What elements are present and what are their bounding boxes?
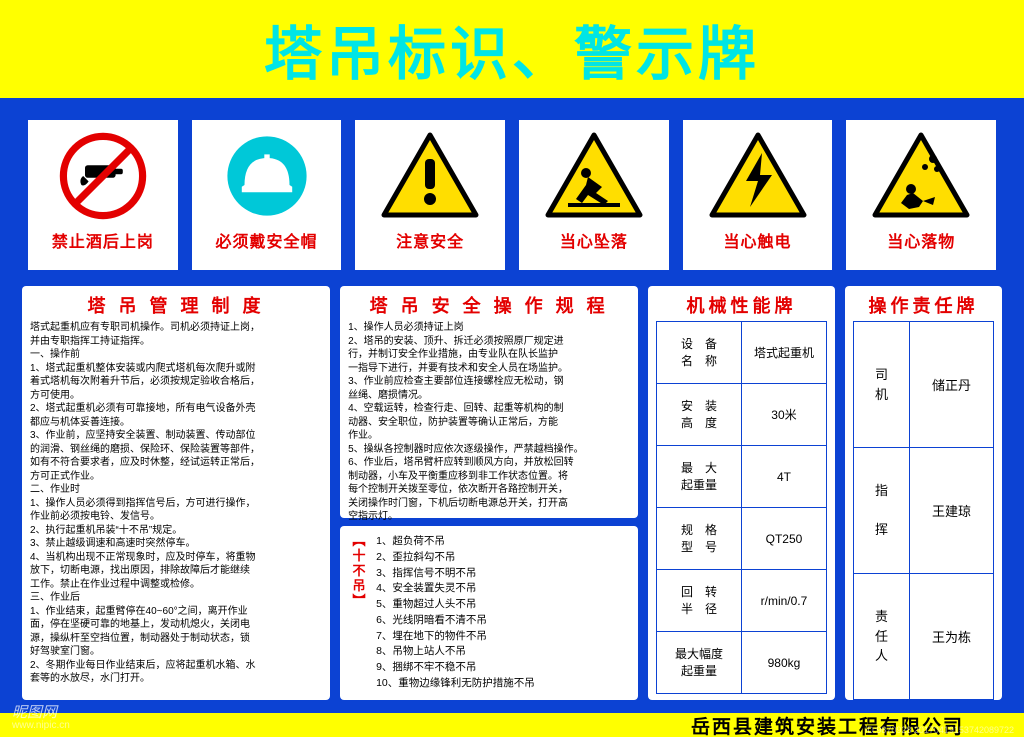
sign-label: 当心坠落 [560, 228, 628, 252]
helmet-icon [194, 126, 340, 226]
sign-label: 当心触电 [724, 228, 792, 252]
sign-prohibit-alcohol: 禁止酒后上岗 [28, 120, 178, 270]
panel-title: 机械性能牌 [656, 292, 827, 318]
sign-warn-safety: 注意安全 [355, 120, 505, 270]
meta-id: ID:9870928 20170419153742089722 [865, 725, 1014, 735]
panel-body: 塔式起重机应有专职司机操作。司机必须持证上岗，并由专职指挥工持证指挥。一、操作前… [30, 321, 322, 686]
electric-icon [685, 126, 831, 226]
ten-no-lift-list: 1、超负荷不吊2、歪拉斜勾不吊3、指挥信号不明不吊4、安全装置失灵不吊5、重物超… [370, 532, 630, 694]
ten-no-lift-label: ︻十不吊︼ [348, 532, 370, 694]
specs-table: 设 备名 称塔式起重机安 装高 度30米最 大起重量4T规 格型 号QT250回… [656, 321, 827, 694]
sign-label: 必须戴安全帽 [216, 228, 318, 252]
watermark-main: 昵图网 [12, 704, 57, 721]
fall-icon [521, 126, 667, 226]
panel-body: 1、操作人员必须持证上岗2、塔吊的安装、顶升、拆迁必须按照原厂规定进行，并制订安… [348, 321, 630, 524]
sign-warn-object: 当心落物 [846, 120, 996, 270]
panels-row: 塔 吊 管 理 制 度 塔式起重机应有专职司机操作。司机必须持证上岗，并由专职指… [0, 280, 1024, 700]
prohibit-icon [30, 126, 176, 226]
panel-title: 操作责任牌 [853, 292, 994, 318]
signs-row: 禁止酒后上岗 必须戴安全帽 注意安全 [0, 98, 1024, 280]
responsibility-table: 司机储正丹指挥王建琼责任人王为栋 [853, 321, 994, 700]
sign-label: 注意安全 [396, 228, 464, 252]
warning-icon [357, 126, 503, 226]
safety-poster: 塔吊标识、警示牌 禁止酒后上岗 [0, 0, 1024, 737]
watermark-sub: www.nipic.cn [12, 720, 70, 731]
sign-helmet: 必须戴安全帽 [192, 120, 342, 270]
panel-ten-no-lift: ︻十不吊︼ 1、超负荷不吊2、歪拉斜勾不吊3、指挥信号不明不吊4、安全装置失灵不… [340, 526, 638, 700]
sign-label: 当心落物 [887, 228, 955, 252]
panel-column-2: 塔 吊 安 全 操 作 规 程 1、操作人员必须持证上岗2、塔吊的安装、顶升、拆… [340, 286, 638, 700]
watermark: 昵图网 www.nipic.cn [12, 701, 70, 731]
sign-warn-electric: 当心触电 [683, 120, 833, 270]
poster-title: 塔吊标识、警示牌 [0, 0, 1024, 98]
panel-title: 塔 吊 安 全 操 作 规 程 [348, 292, 630, 318]
panel-operation: 塔 吊 安 全 操 作 规 程 1、操作人员必须持证上岗2、塔吊的安装、顶升、拆… [340, 286, 638, 518]
panel-title: 塔 吊 管 理 制 度 [30, 292, 322, 318]
panel-responsibility: 操作责任牌 司机储正丹指挥王建琼责任人王为栋 [845, 286, 1002, 700]
panel-specs: 机械性能牌 设 备名 称塔式起重机安 装高 度30米最 大起重量4T规 格型 号… [648, 286, 835, 700]
panel-management: 塔 吊 管 理 制 度 塔式起重机应有专职司机操作。司机必须持证上岗，并由专职指… [22, 286, 330, 700]
sign-label: 禁止酒后上岗 [52, 228, 154, 252]
sign-warn-fall: 当心坠落 [519, 120, 669, 270]
falling-object-icon [848, 126, 994, 226]
